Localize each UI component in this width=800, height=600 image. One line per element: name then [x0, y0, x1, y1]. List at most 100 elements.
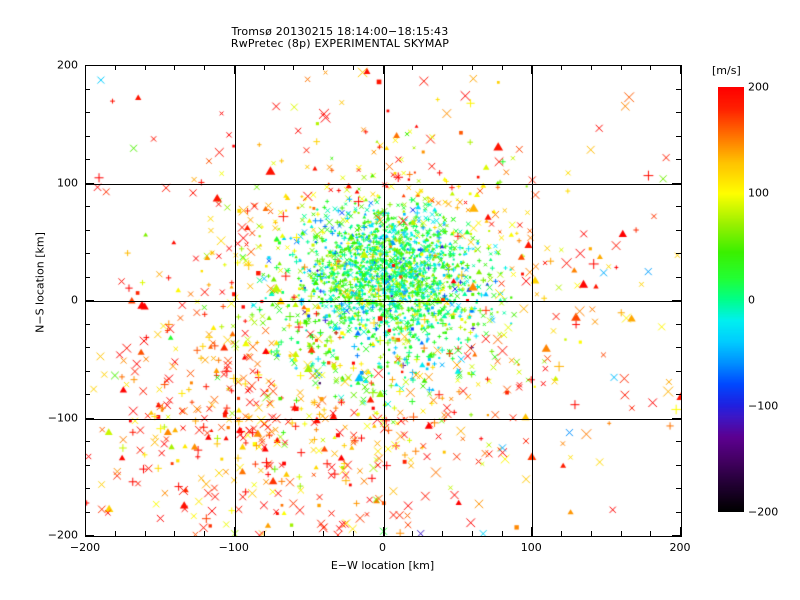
axis-tick [672, 65, 681, 66]
axis-tick [672, 535, 681, 536]
x-tick-label: 0 [379, 541, 386, 554]
x-axis-title: E−W location [km] [330, 559, 435, 572]
x-tick-label: −100 [218, 541, 249, 554]
axis-tick [85, 371, 90, 372]
axis-tick [293, 531, 294, 536]
gridline-vertical [235, 66, 236, 536]
y-tick-label: −100 [47, 411, 78, 424]
axis-tick [472, 531, 473, 536]
gridline-horizontal [86, 419, 681, 420]
axis-tick [85, 347, 90, 348]
y-axis-title: N−S location [km] [33, 232, 47, 333]
plot-title: Tromsø 20130215 18:14:00−18:15:43 RwPret… [0, 26, 680, 50]
axis-tick [531, 65, 532, 74]
axis-tick [412, 65, 413, 70]
axis-tick [621, 65, 622, 70]
axis-tick [323, 531, 324, 536]
plot-area [85, 65, 682, 537]
y-tick-label: 100 [57, 176, 78, 189]
axis-tick [676, 230, 681, 231]
axis-tick [323, 65, 324, 70]
colorbar-tick-label: 0 [748, 293, 755, 306]
axis-tick [85, 136, 90, 137]
axis-tick [672, 300, 681, 301]
axis-tick [85, 535, 94, 536]
axis-tick [676, 277, 681, 278]
axis-tick [264, 65, 265, 70]
axis-tick [383, 65, 384, 74]
axis-tick [502, 65, 503, 70]
axis-tick [115, 531, 116, 536]
axis-tick [85, 441, 90, 442]
axis-tick [591, 531, 592, 536]
axis-tick [676, 89, 681, 90]
axis-tick [85, 159, 90, 160]
axis-tick [115, 65, 116, 70]
axis-tick [676, 253, 681, 254]
axis-tick [676, 206, 681, 207]
axis-tick [680, 65, 681, 74]
axis-tick [561, 65, 562, 70]
colorbar-tick-label: −200 [748, 505, 779, 519]
colorbar [718, 87, 744, 512]
gridline-vertical [532, 66, 533, 536]
axis-tick [676, 512, 681, 513]
x-tick-label: 200 [669, 541, 691, 554]
axis-tick [145, 65, 146, 70]
axis-tick [204, 531, 205, 536]
axis-tick [85, 253, 90, 254]
axis-tick [85, 89, 90, 90]
colorbar-tick-label: 200 [748, 80, 769, 94]
colorbar-tick-label: −100 [748, 399, 779, 413]
x-tick-label: 100 [520, 541, 542, 554]
axis-tick [85, 112, 90, 113]
axis-tick [174, 531, 175, 536]
axis-tick [264, 531, 265, 536]
gridline-vertical [384, 66, 385, 536]
axis-tick [591, 65, 592, 70]
axis-tick [502, 531, 503, 536]
colorbar-unit-label: [m/s] [712, 64, 741, 77]
x-tick-label: −200 [69, 541, 101, 554]
axis-tick [676, 441, 681, 442]
axis-tick [85, 418, 94, 419]
axis-tick [676, 465, 681, 466]
axis-tick [676, 394, 681, 395]
gridline-horizontal [86, 301, 681, 302]
axis-tick [672, 183, 681, 184]
y-tick-label: 0 [71, 293, 78, 307]
title-line-1: Tromsø 20130215 18:14:00−18:15:43 [231, 25, 449, 38]
colorbar-tick-label: 100 [748, 186, 769, 200]
axis-tick [383, 527, 384, 536]
axis-tick [680, 527, 681, 536]
axis-tick [145, 531, 146, 536]
axis-tick [234, 65, 235, 74]
axis-tick [234, 527, 235, 536]
axis-tick [85, 512, 90, 513]
axis-tick [85, 300, 94, 301]
axis-tick [561, 531, 562, 536]
axis-tick [85, 65, 94, 66]
axis-tick [85, 277, 90, 278]
axis-tick [676, 136, 681, 137]
axis-tick [85, 183, 94, 184]
axis-tick [85, 527, 86, 536]
axis-tick [676, 371, 681, 372]
axis-tick [85, 206, 90, 207]
y-tick-label: −200 [47, 528, 78, 542]
axis-tick [85, 465, 90, 466]
axis-tick [621, 531, 622, 536]
axis-tick [174, 65, 175, 70]
axis-tick [676, 347, 681, 348]
axis-tick [676, 112, 681, 113]
axis-tick [442, 65, 443, 70]
axis-tick [85, 65, 86, 74]
axis-tick [676, 324, 681, 325]
axis-tick [85, 230, 90, 231]
axis-tick [412, 531, 413, 536]
title-line-2: RwPretec (8p) EXPERIMENTAL SKYMAP [230, 37, 450, 50]
axis-tick [650, 65, 651, 70]
axis-tick [442, 531, 443, 536]
axis-tick [676, 488, 681, 489]
